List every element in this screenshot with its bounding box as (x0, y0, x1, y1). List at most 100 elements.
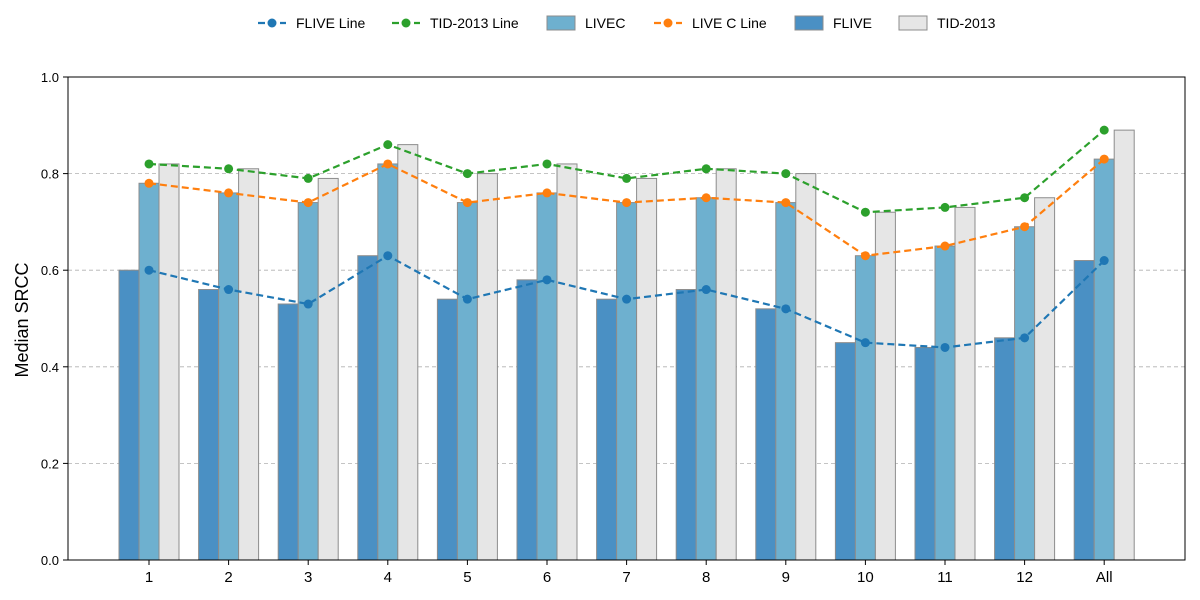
x-tick-label: 3 (304, 569, 312, 586)
flive-line-point-7 (622, 294, 632, 304)
tid-2013-line-point-4 (383, 140, 393, 150)
tid-2013-line-point-2 (224, 164, 234, 174)
bar-livec-6 (536, 192, 558, 561)
flive-line-point-1 (144, 265, 154, 275)
bar-livec-3 (297, 202, 319, 561)
tid-2013-line-point-8 (701, 164, 711, 174)
legend-label-flive: FLIVE (833, 15, 872, 31)
flive-line-point-5 (462, 294, 472, 304)
bar-flive-All (1073, 260, 1095, 561)
tid-2013-line-point-1 (144, 159, 154, 169)
bar-tid-2013-8 (715, 168, 737, 561)
x-tick-label: 1 (145, 569, 153, 586)
bar-flive-11 (914, 346, 936, 561)
live-c-line-point-4 (383, 159, 393, 169)
bar-flive-5 (436, 298, 458, 561)
bar-tid-2013-11 (954, 206, 976, 561)
legend-item-live-c-line: LIVE C Line (654, 15, 767, 31)
bar-tid-2013-4 (397, 144, 419, 561)
legend-label-tid-2013-line: TID-2013 Line (430, 15, 519, 31)
tid-2013-line-point-All (1099, 125, 1109, 135)
legend-label-live-c-line: LIVE C Line (692, 15, 767, 31)
legend-item-livec: LIVEC (546, 15, 625, 31)
live-c-line-point-10 (860, 251, 870, 261)
bar-flive-1 (118, 269, 140, 561)
bar-livec-5 (456, 202, 478, 561)
legend-label-flive-line: FLIVE Line (296, 15, 365, 31)
live-c-line-point-8 (701, 193, 711, 203)
legend-swatch-tid-2013 (898, 15, 928, 31)
bar-tid-2013-6 (556, 163, 578, 561)
x-tick-label: 6 (543, 569, 551, 586)
x-tick-label: 2 (224, 569, 232, 586)
x-tick-label: All (1096, 569, 1113, 586)
flive-line-point-All (1099, 256, 1109, 266)
flive-line-point-10 (860, 338, 870, 348)
live-c-line-point-5 (462, 198, 472, 208)
live-c-line-point-9 (781, 198, 791, 208)
bar-flive-8 (675, 289, 697, 561)
bar-livec-8 (695, 197, 717, 561)
bar-livec-12 (1014, 226, 1036, 561)
x-tick-label: 10 (857, 569, 874, 586)
tid-2013-line-point-12 (1020, 193, 1030, 203)
y-tick-label: 0.6 (41, 263, 59, 278)
legend-swatch-flive (794, 15, 824, 31)
bar-tid-2013-1 (158, 163, 180, 561)
bar-flive-2 (198, 289, 220, 561)
legend-item-tid-2013: TID-2013 (898, 15, 996, 31)
legend-marker-live-c-line (663, 18, 673, 28)
legend-item-flive: FLIVE (794, 15, 872, 31)
tid-2013-line-point-11 (940, 202, 950, 212)
bar-flive-10 (834, 342, 856, 561)
bar-tid-2013-12 (1034, 197, 1056, 561)
bar-tid-2013-5 (476, 173, 498, 561)
bar-tid-2013-All (1113, 129, 1135, 561)
x-tick-label: 11 (937, 569, 953, 586)
bar-tid-2013-9 (795, 173, 817, 561)
bar-flive-9 (755, 308, 777, 561)
bar-flive-4 (357, 255, 379, 561)
flive-line-point-2 (224, 285, 234, 295)
bar-flive-7 (596, 298, 618, 561)
tid-2013-line-point-10 (860, 207, 870, 217)
flive-line-point-11 (940, 342, 950, 352)
bar-tid-2013-3 (317, 177, 339, 561)
tid-2013-line-point-3 (303, 173, 313, 183)
live-c-line-point-11 (940, 241, 950, 251)
bar-livec-9 (775, 202, 797, 561)
live-c-line-point-1 (144, 178, 154, 188)
live-c-line-point-3 (303, 198, 313, 208)
legend-label-tid-2013: TID-2013 (937, 15, 996, 31)
series-lines (144, 125, 1109, 352)
axes: 0.00.20.40.60.81.01 2 3 4 5 6 7 8 9 10 11 12 All (41, 70, 1186, 586)
tid-2013-line-point-9 (781, 169, 791, 179)
x-tick-label: 9 (782, 569, 790, 586)
bar-livec-7 (616, 202, 638, 561)
tid-2013-line-point-6 (542, 159, 552, 169)
live-c-line-point-6 (542, 188, 552, 198)
legend-label-livec: LIVEC (585, 15, 625, 31)
bar-livec-4 (377, 163, 399, 561)
legend-swatch-livec (546, 15, 576, 31)
flive-line-point-9 (781, 304, 791, 314)
tid-2013-line-point-7 (622, 173, 632, 183)
y-tick-label: 0.0 (41, 553, 59, 568)
x-tick-label: 5 (463, 569, 471, 586)
x-tick-label: 4 (384, 569, 392, 586)
bar-tid-2013-2 (238, 168, 260, 561)
flive-line-point-3 (303, 299, 313, 309)
live-c-line-point-2 (224, 188, 234, 198)
bar-livec-2 (218, 192, 240, 561)
flive-line-point-6 (542, 275, 552, 285)
bars (118, 129, 1135, 561)
bar-flive-12 (994, 337, 1016, 561)
flive-line-point-8 (701, 285, 711, 295)
y-tick-label: 0.2 (41, 456, 59, 471)
live-c-line-point-7 (622, 198, 632, 208)
legend-marker-flive-line (267, 18, 277, 28)
flive-line-point-4 (383, 251, 393, 261)
flive-line-point-12 (1020, 333, 1030, 343)
live-c-line-point-12 (1020, 222, 1030, 232)
